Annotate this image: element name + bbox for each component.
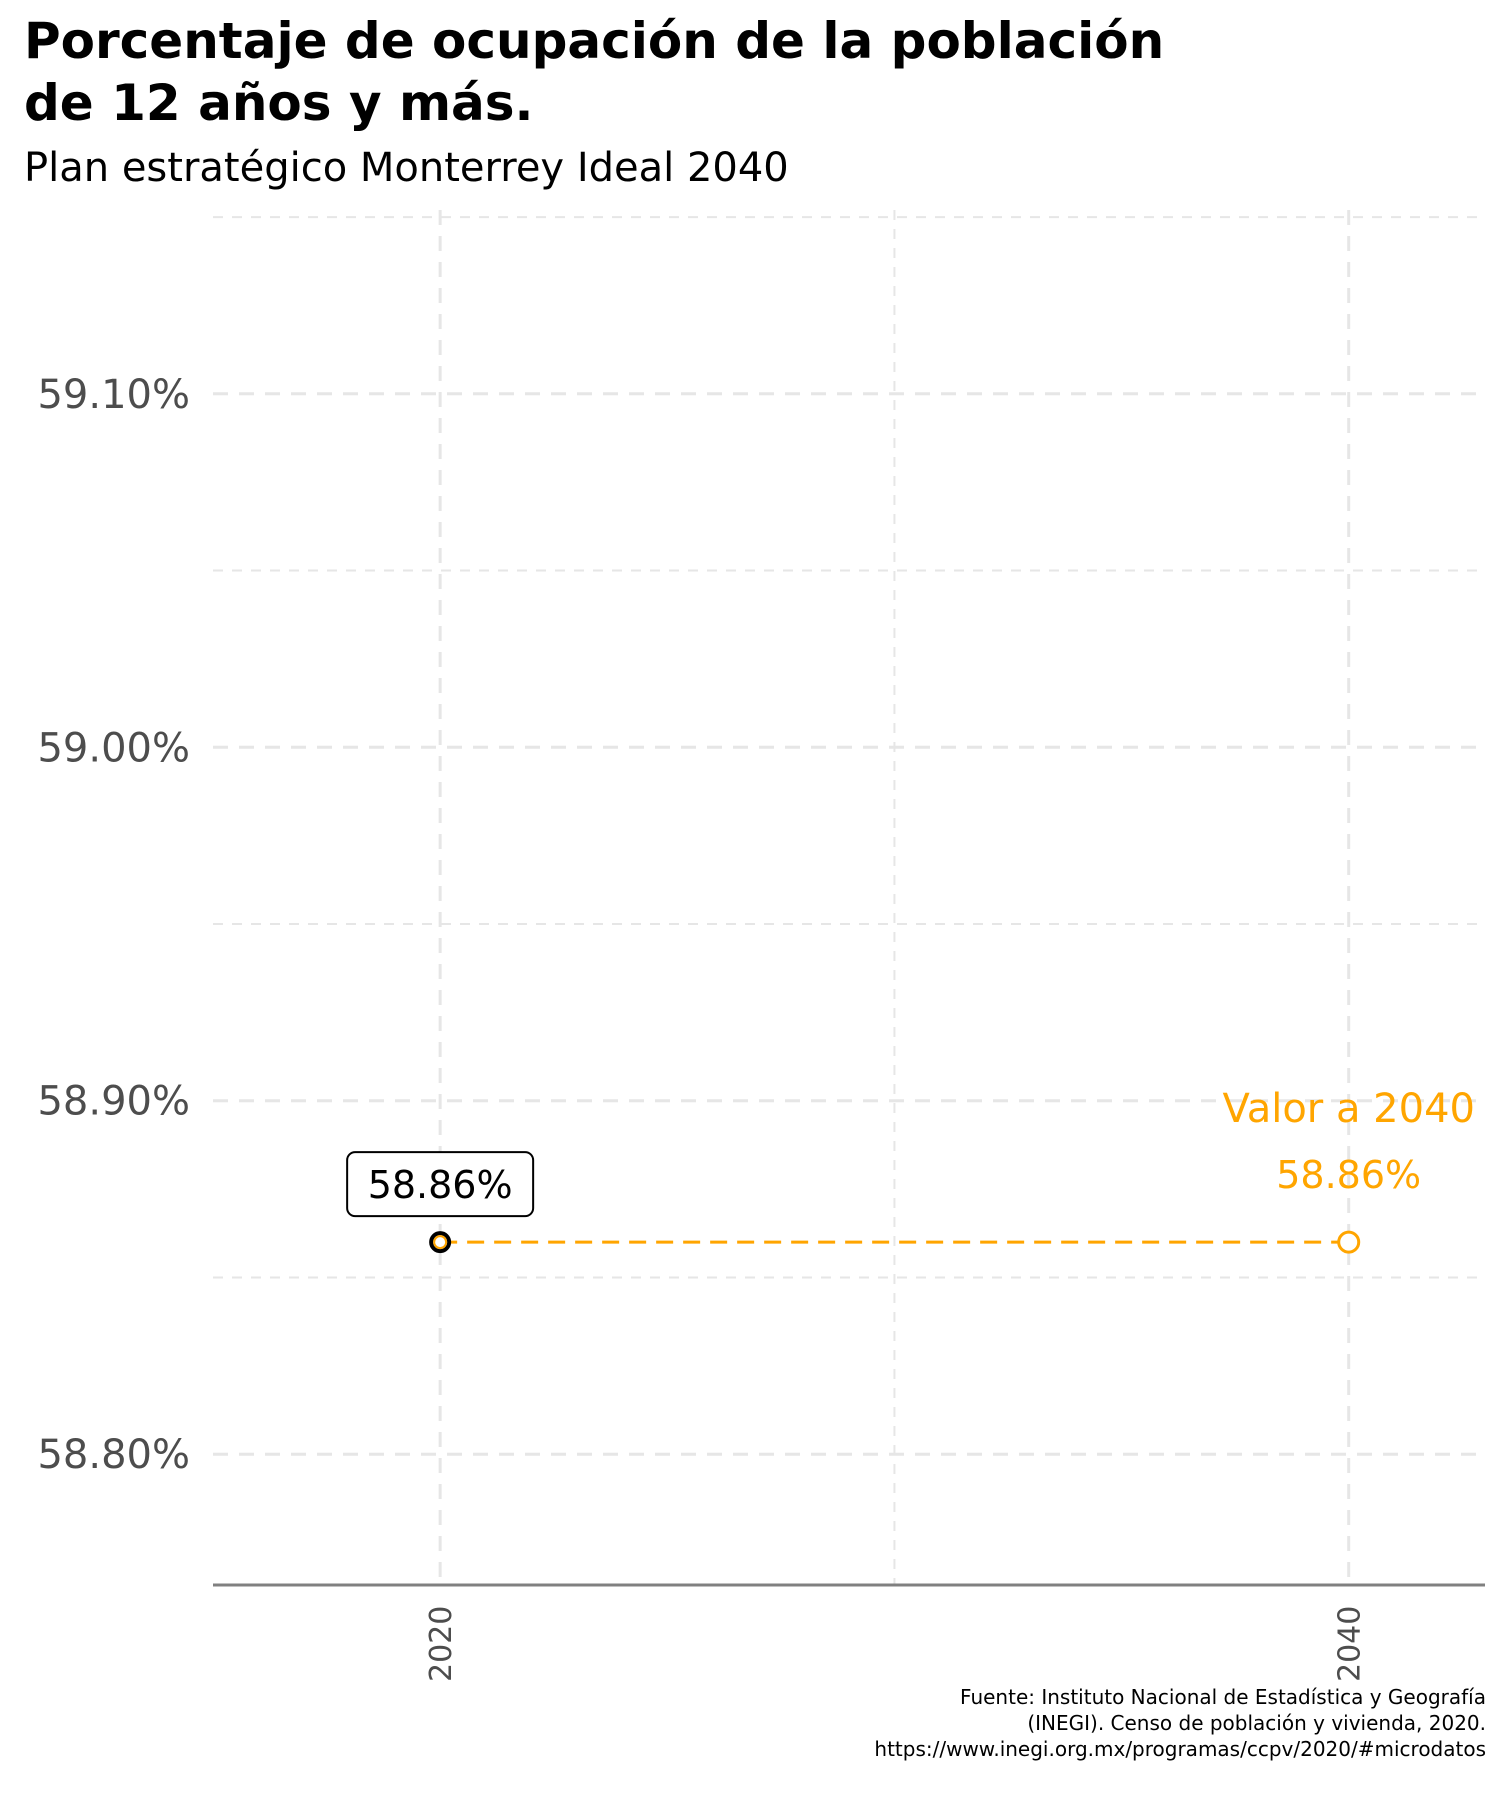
y-tick-label: 59.10%	[37, 372, 190, 418]
annotation-label-2040: Valor a 2040	[1222, 1086, 1475, 1132]
data-point-2020	[433, 1235, 448, 1250]
chart-title: Porcentaje de ocupación de la población …	[24, 10, 1324, 134]
y-tick-label: 58.90%	[37, 1079, 190, 1125]
caption-line-2: (INEGI). Censo de población y vivienda, …	[1027, 1711, 1486, 1735]
source-caption: Fuente: Instituto Nacional de Estadístic…	[874, 1684, 1486, 1762]
chart-subtitle: Plan estratégico Monterrey Ideal 2040	[24, 145, 789, 191]
caption-line-3: https://www.inegi.org.mx/programas/ccpv/…	[874, 1737, 1486, 1761]
data-label-2020: 58.86%	[368, 1163, 513, 1207]
data-point-2040	[1337, 1230, 1361, 1254]
data-label-box-2020	[346, 1151, 535, 1218]
chart-title-line-1: Porcentaje de ocupación de la población	[24, 12, 1165, 70]
y-tick-label: 58.80%	[37, 1432, 190, 1478]
x-tick-label: 2040	[1333, 1606, 1368, 1682]
data-label-2040: 58.86%	[1276, 1153, 1421, 1197]
y-tick-label: 59.00%	[37, 725, 190, 771]
caption-line-1: Fuente: Instituto Nacional de Estadístic…	[960, 1685, 1486, 1709]
chart-title-line-2: de 12 años y más.	[24, 74, 534, 132]
x-tick-label: 2020	[424, 1606, 459, 1682]
